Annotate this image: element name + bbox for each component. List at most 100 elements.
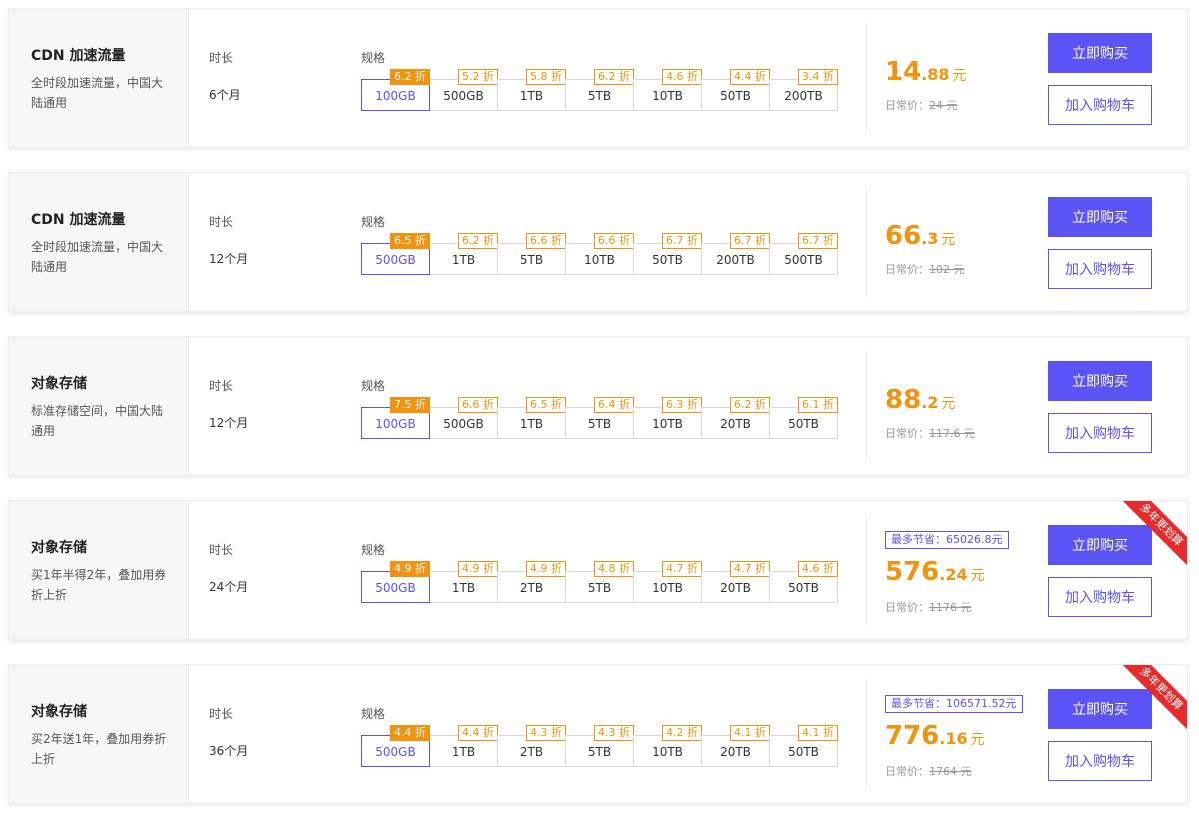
spec-option-size: 5TB	[519, 253, 544, 267]
price-integer: 88	[885, 385, 922, 415]
spec-option-5tb[interactable]: 5TB 6.4 折	[565, 397, 634, 439]
original-price: 日常价：24 元	[885, 97, 958, 113]
max-savings-tag: 最多节省：106571.52元	[885, 695, 1023, 713]
spec-option-100gb[interactable]: 100GB 6.2 折	[361, 69, 430, 111]
spec-option-200tb[interactable]: 200TB 6.7 折	[701, 233, 770, 275]
product-title: 对象存储	[31, 704, 87, 720]
spec-option-1tb[interactable]: 1TB 4.9 折	[429, 561, 498, 603]
spec-option-100gb[interactable]: 100GB 7.5 折	[361, 397, 430, 439]
price-integer: 14	[885, 57, 922, 87]
divider	[866, 23, 867, 133]
spec-option-size: 5TB	[587, 581, 612, 595]
price-integer: 576	[885, 557, 940, 587]
discount-badge: 6.7 折	[798, 233, 838, 249]
spec-option-1tb[interactable]: 1TB 4.4 折	[429, 725, 498, 767]
duration-value: 36个月	[209, 744, 249, 758]
spec-option-500gb[interactable]: 500GB 6.6 折	[429, 397, 498, 439]
discount-badge: 7.5 折	[390, 397, 430, 413]
product-title: 对象存储	[31, 376, 87, 392]
spec-option-1tb[interactable]: 1TB 6.5 折	[497, 397, 566, 439]
add-to-cart-button[interactable]: 加入购物车	[1048, 249, 1152, 289]
discount-badge: 6.7 折	[662, 233, 702, 249]
original-price-label: 日常价：	[885, 601, 929, 614]
spec-option-20tb[interactable]: 20TB 4.7 折	[701, 561, 770, 603]
spec-option-10tb[interactable]: 10TB 6.6 折	[565, 233, 634, 275]
spec-option-5tb[interactable]: 5TB 6.6 折	[497, 233, 566, 275]
spec-option-500gb[interactable]: 500GB 5.2 折	[429, 69, 498, 111]
spec-option-size: 2TB	[519, 581, 544, 595]
duration-label: 时长	[209, 543, 234, 557]
product-title: CDN 加速流量	[31, 48, 126, 64]
price-decimal: .3	[921, 229, 939, 248]
spec-option-5tb[interactable]: 5TB 6.2 折	[565, 69, 634, 111]
spec-options: 500GB 4.4 折 1TB 4.4 折 2TB 4.3 折 5TB 4.3 折 10TB 4.…	[361, 725, 838, 767]
divider	[866, 679, 867, 789]
price: 88.2 元	[885, 385, 955, 415]
buy-now-button[interactable]: 立即购买	[1048, 361, 1152, 401]
spec-option-200tb[interactable]: 200TB 3.4 折	[769, 69, 838, 111]
discount-badge: 4.7 折	[730, 561, 770, 577]
spec-option-10tb[interactable]: 10TB 4.2 折	[633, 725, 702, 767]
spec-option-size: 100GB	[375, 417, 416, 431]
discount-badge: 4.3 折	[594, 725, 634, 741]
discount-badge: 4.9 折	[458, 561, 498, 577]
buy-now-button[interactable]: 立即购买	[1048, 33, 1152, 73]
spec-option-10tb[interactable]: 10TB 6.3 折	[633, 397, 702, 439]
discount-badge: 6.5 折	[390, 233, 430, 249]
duration-label: 时长	[209, 215, 234, 229]
discount-badge: 4.8 折	[594, 561, 634, 577]
spec-option-size: 500GB	[443, 417, 484, 431]
discount-badge: 4.3 折	[526, 725, 566, 741]
product-info: CDN 加速流量 全时段加速流量，中国大陆通用	[9, 9, 189, 147]
spec-option-2tb[interactable]: 2TB 4.3 折	[497, 725, 566, 767]
discount-badge: 4.4 折	[458, 725, 498, 741]
spec-option-50tb[interactable]: 50TB 6.1 折	[769, 397, 838, 439]
spec-option-50tb[interactable]: 50TB 4.6 折	[769, 561, 838, 603]
duration-value: 24个月	[209, 580, 249, 594]
spec-option-size: 500TB	[784, 253, 823, 267]
spec-option-500tb[interactable]: 500TB 6.7 折	[769, 233, 838, 275]
price-unit: 元	[941, 396, 956, 412]
spec-option-size: 2TB	[519, 745, 544, 759]
spec-option-500gb[interactable]: 500GB 4.9 折	[361, 561, 430, 603]
spec-option-size: 10TB	[652, 89, 683, 103]
buy-now-button[interactable]: 立即购买	[1048, 525, 1152, 565]
spec-option-10tb[interactable]: 10TB 4.6 折	[633, 69, 702, 111]
add-to-cart-button[interactable]: 加入购物车	[1048, 413, 1152, 453]
product-description: 全时段加速流量，中国大陆通用	[31, 76, 164, 110]
add-to-cart-button[interactable]: 加入购物车	[1048, 741, 1152, 781]
discount-badge: 4.9 折	[526, 561, 566, 577]
buy-now-button[interactable]: 立即购买	[1048, 197, 1152, 237]
add-to-cart-button[interactable]: 加入购物车	[1048, 85, 1152, 125]
spec-option-500gb[interactable]: 500GB 4.4 折	[361, 725, 430, 767]
spec-option-50tb[interactable]: 50TB 4.4 折	[701, 69, 770, 111]
spec-option-size: 500GB	[375, 253, 416, 267]
original-price-label: 日常价：	[885, 765, 929, 778]
spec-option-1tb[interactable]: 1TB 6.2 折	[429, 233, 498, 275]
spec-option-10tb[interactable]: 10TB 4.7 折	[633, 561, 702, 603]
spec-option-5tb[interactable]: 5TB 4.8 折	[565, 561, 634, 603]
product-description: 买2年送1年，叠加用券折上折	[31, 732, 167, 766]
spec-label: 规格	[361, 543, 386, 557]
spec-option-1tb[interactable]: 1TB 5.8 折	[497, 69, 566, 111]
product-description: 全时段加速流量，中国大陆通用	[31, 240, 164, 274]
product-info: CDN 加速流量 全时段加速流量，中国大陆通用	[9, 173, 189, 311]
spec-option-50tb[interactable]: 50TB 4.1 折	[769, 725, 838, 767]
spec-option-500gb[interactable]: 500GB 6.5 折	[361, 233, 430, 275]
spec-option-2tb[interactable]: 2TB 4.9 折	[497, 561, 566, 603]
spec-option-20tb[interactable]: 20TB 6.2 折	[701, 397, 770, 439]
discount-badge: 4.6 折	[662, 69, 702, 85]
spec-option-20tb[interactable]: 20TB 4.1 折	[701, 725, 770, 767]
duration-label: 时长	[209, 707, 234, 721]
spec-option-50tb[interactable]: 50TB 6.7 折	[633, 233, 702, 275]
buy-now-button[interactable]: 立即购买	[1048, 689, 1152, 729]
price: 14.88 元	[885, 57, 967, 87]
spec-option-5tb[interactable]: 5TB 4.3 折	[565, 725, 634, 767]
add-to-cart-button[interactable]: 加入购物车	[1048, 577, 1152, 617]
spec-option-size: 1TB	[519, 417, 544, 431]
spec-option-size: 20TB	[720, 581, 751, 595]
spec-options: 100GB 6.2 折 500GB 5.2 折 1TB 5.8 折 5TB 6.2 折 10TB…	[361, 69, 838, 111]
product-card: 对象存储 买2年送1年，叠加用券折上折 时长 36个月 规格 500GB 4.4 …	[8, 664, 1188, 804]
original-price-value: 117.6 元	[929, 427, 975, 440]
discount-badge: 6.7 折	[730, 233, 770, 249]
